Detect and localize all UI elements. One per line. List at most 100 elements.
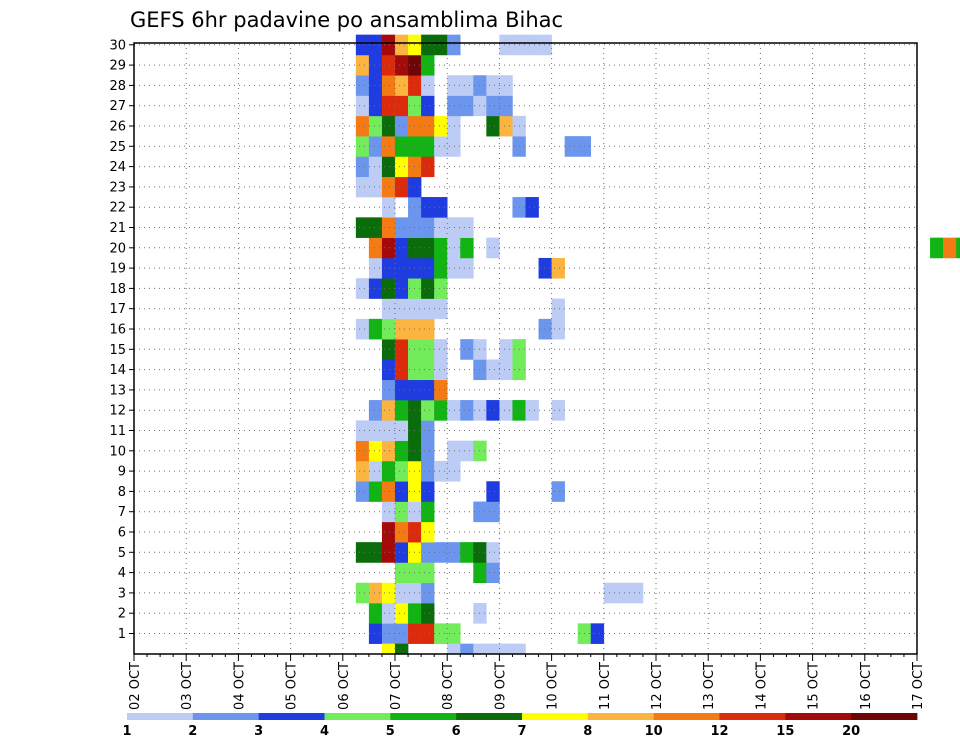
heatmap-cell xyxy=(355,176,370,198)
legend-swatch xyxy=(324,713,391,720)
y-tick-label: 28 xyxy=(109,79,126,94)
y-tick-label: 24 xyxy=(109,160,126,175)
heatmap-cell xyxy=(421,298,435,320)
heatmap-cell xyxy=(434,115,448,137)
heatmap-cell xyxy=(421,501,435,523)
heatmap-cell xyxy=(395,176,409,198)
y-tick-label: 17 xyxy=(109,302,126,317)
x-tick-label: 12 OCT xyxy=(650,662,665,710)
y-tick-label: 27 xyxy=(109,99,126,114)
y-tick-label: 15 xyxy=(109,343,126,358)
heatmap-cell xyxy=(395,156,409,178)
heatmap-cell xyxy=(395,400,409,421)
heatmap-cell xyxy=(395,542,409,563)
heatmap-cell xyxy=(395,582,409,604)
heatmap-cell xyxy=(381,136,396,157)
heatmap-cell xyxy=(421,197,435,218)
heatmap-cell xyxy=(499,115,513,137)
heatmap-cell xyxy=(421,54,435,76)
heatmap-cell xyxy=(395,460,409,482)
heatmap-cell xyxy=(499,339,513,360)
chart-title: GEFS 6hr padavine po ansamblima Bihac xyxy=(130,8,563,32)
heatmap-cell xyxy=(956,237,960,259)
heatmap-cell xyxy=(486,400,500,421)
heatmap-cell xyxy=(551,481,565,502)
y-tick-label: 10 xyxy=(109,444,126,459)
x-tick-label: 09 OCT xyxy=(493,662,508,710)
heatmap-cell xyxy=(355,460,370,482)
heatmap-cell xyxy=(525,34,539,56)
heatmap-cell xyxy=(551,318,565,340)
heatmap-cell xyxy=(368,582,383,604)
y-tick-label: 2 xyxy=(118,607,126,622)
legend-label: 3 xyxy=(254,724,263,739)
legend-label: 15 xyxy=(776,724,794,739)
heatmap-cell xyxy=(421,603,435,624)
heatmap-cell xyxy=(368,237,383,259)
heatmap-cell xyxy=(447,34,461,56)
legend-label: 7 xyxy=(517,724,526,739)
heatmap-cell xyxy=(368,460,383,482)
heatmap-cell xyxy=(395,643,409,654)
heatmap-cell xyxy=(434,339,448,360)
legend-swatch xyxy=(851,713,918,720)
heatmap-cell xyxy=(486,562,500,584)
heatmap-cell xyxy=(368,176,383,198)
legend-label: 5 xyxy=(386,724,395,739)
heatmap-cell xyxy=(381,339,396,360)
heatmap-cell xyxy=(447,643,461,654)
legend-swatch xyxy=(127,713,194,720)
heatmap-cell xyxy=(551,298,565,320)
heatmap-cell xyxy=(381,440,396,462)
heatmap-cell xyxy=(395,603,409,624)
legend-label: 8 xyxy=(583,724,592,739)
legend-label: 1 xyxy=(122,724,131,739)
heatmap-cell xyxy=(395,75,409,96)
heatmap-cells xyxy=(355,34,960,654)
heatmap-cell xyxy=(355,156,370,178)
heatmap-cell xyxy=(395,257,409,279)
x-tick-label: 02 OCT xyxy=(128,662,143,710)
y-tick-label: 5 xyxy=(118,546,126,561)
heatmap-cell xyxy=(381,318,396,340)
heatmap-cell xyxy=(395,136,409,157)
heatmap-cell xyxy=(499,75,513,96)
heatmap-cell xyxy=(355,217,370,238)
x-tick-label: 11 OCT xyxy=(598,662,613,710)
heatmap-cell xyxy=(381,217,396,238)
heatmap-cell xyxy=(434,34,448,56)
heatmap-cell xyxy=(486,95,500,117)
heatmap-cell xyxy=(460,217,474,238)
heatmap-cell xyxy=(434,400,448,421)
heatmap-cell xyxy=(381,54,396,76)
heatmap-cell xyxy=(499,95,513,117)
heatmap-cell xyxy=(551,257,565,279)
x-tick-label: 15 OCT xyxy=(807,662,822,710)
heatmap-cell xyxy=(421,278,435,299)
heatmap-cell xyxy=(355,54,370,76)
heatmap-cell xyxy=(421,582,435,604)
heatmap-cell xyxy=(421,562,435,584)
heatmap-cell xyxy=(930,237,944,259)
heatmap-cell xyxy=(381,400,396,421)
heatmap-cell xyxy=(395,278,409,299)
legend-label: 4 xyxy=(320,724,329,739)
legend-swatch xyxy=(719,713,786,720)
heatmap-cell xyxy=(486,501,500,523)
heatmap-cell xyxy=(395,359,409,381)
heatmap-cell xyxy=(421,400,435,421)
heatmap-cell xyxy=(395,318,409,340)
heatmap-cell xyxy=(421,95,435,117)
heatmap-cell xyxy=(473,643,487,654)
legend-label: 12 xyxy=(710,724,728,739)
heatmap-cell xyxy=(564,136,578,157)
heatmap-cell xyxy=(421,440,435,462)
heatmap-cell xyxy=(368,75,383,96)
heatmap-cell xyxy=(421,217,435,238)
x-tick-label: 04 OCT xyxy=(232,662,247,710)
heatmap-cell xyxy=(368,400,383,421)
heatmap-cell xyxy=(421,257,435,279)
heatmap-cell xyxy=(447,95,461,117)
heatmap-cell xyxy=(395,562,409,584)
heatmap-cell xyxy=(381,115,396,137)
